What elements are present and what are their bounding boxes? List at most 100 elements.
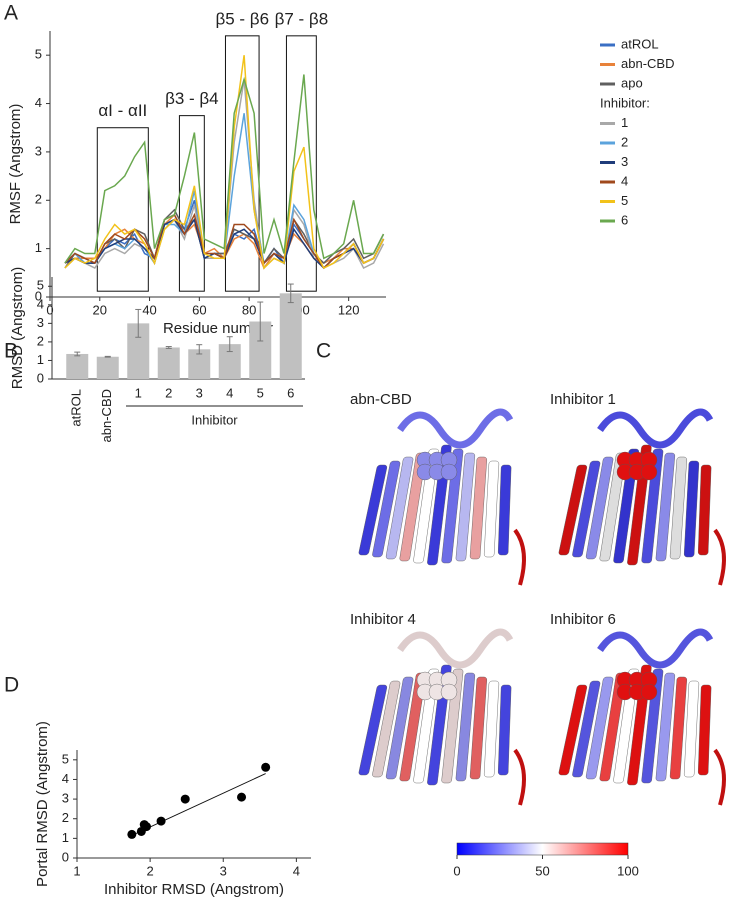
x-tick-label: 3 [196,385,203,400]
series-line [64,74,385,264]
bar [188,349,211,379]
y-tick-label: 0 [35,288,42,303]
beta-strand [697,684,712,776]
beta-strand [655,672,676,782]
helix [397,408,514,449]
x-tick-label: 1 [73,863,80,878]
y-tick-label: 1 [35,240,42,255]
beta-strand [469,456,488,560]
beta-strand [558,464,588,556]
trend-line [131,773,266,836]
panel-label: B [4,340,18,363]
beta-strand [385,676,414,780]
ligand-atom [640,683,658,701]
x-tick-label: 120 [338,302,360,317]
beta-strand [372,680,401,778]
point [180,794,190,804]
x-tick-label: 20 [93,302,107,317]
x-tick-label: 5 [257,385,264,400]
beta-strand [641,668,664,784]
beta-strand [655,452,676,562]
legend-label: atROL [621,36,659,51]
beta-strand [483,680,500,778]
x-tick-label: 2 [165,385,172,400]
point [141,822,151,832]
colorbar [456,842,629,856]
annotation-label: β7 - β8 [275,9,329,28]
annotation-box [178,115,205,292]
x-tick-label: 3 [220,863,227,878]
beta-strand [558,684,588,776]
beta-strand [497,684,512,776]
beta-strand [585,676,614,780]
beta-strand [483,460,500,558]
y-tick-label: 2 [35,192,42,207]
x-tick-label: abn-CBD [99,389,114,442]
beta-strand [358,684,388,776]
protein-structure [358,628,526,806]
bar [279,293,302,379]
beta-strand [441,448,464,564]
panel-label: D [4,674,19,697]
beta-strand [441,668,464,784]
helix [397,628,514,669]
bar [218,344,241,379]
beta-strand [669,456,688,560]
structure-label: Inhibitor 4 [350,611,416,628]
x-tick-label: atROL [69,389,84,427]
protein-structure [558,408,726,586]
structure-label: Inhibitor 6 [550,611,616,628]
legend-label: 1 [621,115,628,130]
beta-strand [455,452,476,562]
y-tick-label: 4 [37,296,44,311]
annotation-label: β3 - β4 [165,89,219,108]
beta-strand [683,460,700,558]
legend-label: apo [621,75,643,90]
y-tick-label: 4 [35,95,42,110]
x-tick-label: 1 [135,385,142,400]
colorbar-tick-label: 50 [535,863,549,878]
y-axis-label: RMSF (Angstrom) [7,104,24,225]
point [237,792,247,802]
x-tick-label: 0 [46,302,53,317]
legend-label: 2 [621,134,628,149]
structure-label: abn-CBD [350,391,412,408]
point [127,829,137,839]
y-tick-label: 0 [62,849,69,864]
point [261,762,271,772]
beta-strand [585,456,614,560]
helix [597,628,714,669]
y-tick-label: 5 [37,278,44,293]
legend-label: 3 [621,154,628,169]
loop [713,748,726,806]
y-tick-label: 0 [37,370,44,385]
x-axis-label: Residue number [163,320,273,337]
colorbar-tick-label: 100 [617,863,639,878]
legend-label: 5 [621,193,628,208]
y-tick-label: 2 [62,810,69,825]
beta-strand [385,456,414,560]
bar [127,323,150,379]
bar [249,321,272,379]
x-axis-label: Inhibitor RMSD (Angstrom) [104,881,284,898]
ligand-atom [640,463,658,481]
annotation-box [224,35,260,292]
y-tick-label: 1 [37,352,44,367]
annotation-label: β5 - β6 [215,9,269,28]
x-tick-label: 4 [226,385,233,400]
x-tick-label: 2 [147,863,154,878]
beta-strand [697,464,712,556]
annotation-box [285,35,317,292]
loop [513,748,526,806]
annotation-box [96,127,149,292]
y-tick-label: 3 [35,143,42,158]
legend-label: 4 [621,173,628,188]
y-tick-label: 5 [62,751,69,766]
ligand-atom [440,463,458,481]
y-axis-label: Portal RMSD (Angstrom) [34,721,51,887]
beta-strand [358,464,388,556]
helix [597,408,714,449]
beta-strand [641,448,664,564]
beta-strand [497,464,512,556]
x-tick-label: 60 [192,302,206,317]
